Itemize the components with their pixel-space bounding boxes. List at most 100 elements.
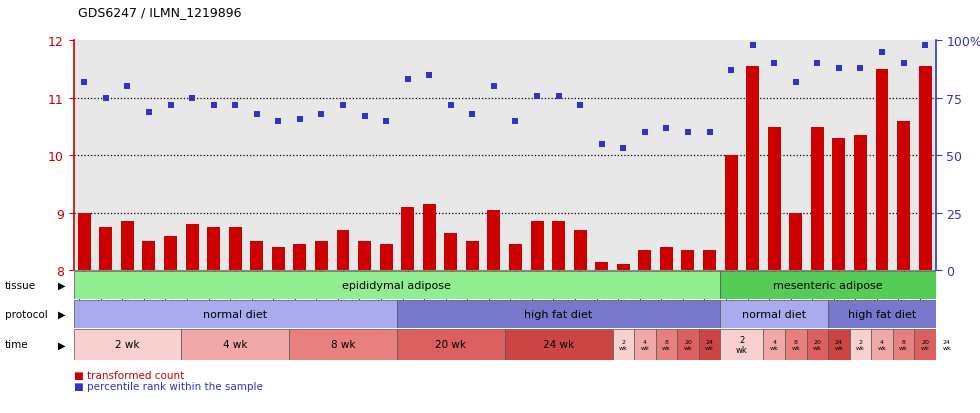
Bar (789, 213, 803, 271)
Bar (250, 242, 264, 271)
FancyBboxPatch shape (720, 300, 828, 328)
Text: high fat diet: high fat diet (524, 309, 593, 319)
Text: 20
wk: 20 wk (683, 339, 693, 350)
Text: mesenteric adipose: mesenteric adipose (773, 280, 883, 290)
Point (551, 93, 566, 100)
FancyBboxPatch shape (505, 329, 612, 360)
Point (120, 84, 135, 90)
FancyBboxPatch shape (74, 329, 181, 360)
Point (702, 130, 717, 136)
Text: ▶: ▶ (58, 280, 66, 290)
Bar (638, 250, 652, 271)
Point (163, 102, 178, 109)
Point (853, 66, 868, 72)
FancyBboxPatch shape (677, 329, 699, 360)
Bar (271, 247, 285, 271)
Bar (379, 245, 393, 271)
FancyBboxPatch shape (720, 271, 936, 299)
Bar (897, 121, 910, 271)
Text: 24 wk: 24 wk (543, 339, 574, 349)
Text: 24
wk: 24 wk (705, 339, 714, 350)
FancyBboxPatch shape (828, 300, 936, 328)
FancyBboxPatch shape (612, 329, 634, 360)
Point (270, 118, 286, 125)
FancyBboxPatch shape (74, 300, 397, 328)
Bar (185, 225, 199, 271)
Text: normal diet: normal diet (742, 309, 807, 319)
Text: 8 wk: 8 wk (330, 339, 355, 349)
Text: 2
wk: 2 wk (856, 339, 865, 350)
Point (809, 61, 825, 68)
Point (184, 95, 200, 102)
Point (874, 50, 890, 56)
FancyBboxPatch shape (634, 329, 656, 360)
Text: 4 wk: 4 wk (222, 339, 247, 349)
Bar (875, 70, 889, 271)
Point (76, 79, 92, 86)
Bar (358, 242, 371, 271)
Point (745, 43, 760, 49)
Bar (336, 230, 350, 271)
Bar (401, 207, 415, 271)
Text: 8
wk: 8 wk (662, 339, 671, 350)
Point (680, 130, 696, 136)
Bar (681, 250, 695, 271)
Bar (660, 247, 673, 271)
FancyBboxPatch shape (397, 329, 505, 360)
Point (637, 130, 653, 136)
Bar (810, 127, 824, 271)
Bar (724, 156, 738, 271)
FancyBboxPatch shape (785, 329, 807, 360)
Bar (595, 262, 609, 271)
FancyBboxPatch shape (936, 329, 957, 360)
Text: ■ percentile rank within the sample: ■ percentile rank within the sample (74, 381, 263, 391)
FancyBboxPatch shape (914, 329, 936, 360)
Bar (444, 233, 458, 271)
Point (486, 84, 502, 90)
Bar (207, 228, 220, 271)
Point (98, 95, 114, 102)
Point (723, 68, 739, 74)
Point (917, 43, 933, 49)
FancyBboxPatch shape (656, 329, 677, 360)
Text: high fat diet: high fat diet (848, 309, 916, 319)
FancyBboxPatch shape (397, 300, 720, 328)
Point (465, 112, 480, 118)
Text: normal diet: normal diet (203, 309, 268, 319)
Bar (573, 230, 587, 271)
Point (594, 141, 610, 148)
Bar (422, 204, 436, 271)
Bar (854, 136, 867, 271)
Bar (767, 127, 781, 271)
Bar (918, 67, 932, 271)
Point (896, 61, 911, 68)
Bar (487, 210, 501, 271)
FancyBboxPatch shape (74, 271, 720, 299)
Bar (77, 213, 91, 271)
Bar (832, 139, 846, 271)
Point (335, 102, 351, 109)
FancyBboxPatch shape (871, 329, 893, 360)
Text: 8
wk: 8 wk (899, 339, 908, 350)
Bar (293, 245, 307, 271)
Point (357, 114, 372, 120)
Text: 4
wk: 4 wk (640, 339, 650, 350)
Bar (164, 236, 177, 271)
Text: 24
wk: 24 wk (942, 339, 952, 350)
Text: epididymal adipose: epididymal adipose (342, 280, 452, 290)
Point (443, 102, 459, 109)
Bar (552, 222, 565, 271)
Bar (703, 250, 716, 271)
Bar (121, 222, 134, 271)
Text: time: time (5, 339, 28, 349)
Text: ▶: ▶ (58, 309, 66, 319)
Point (400, 77, 416, 83)
Bar (142, 242, 156, 271)
Point (615, 146, 631, 152)
FancyBboxPatch shape (763, 329, 785, 360)
Text: GDS6247 / ILMN_1219896: GDS6247 / ILMN_1219896 (78, 6, 242, 19)
Text: 20
wk: 20 wk (920, 339, 930, 350)
Point (227, 102, 243, 109)
Point (314, 112, 329, 118)
Text: 2 wk: 2 wk (116, 339, 139, 349)
